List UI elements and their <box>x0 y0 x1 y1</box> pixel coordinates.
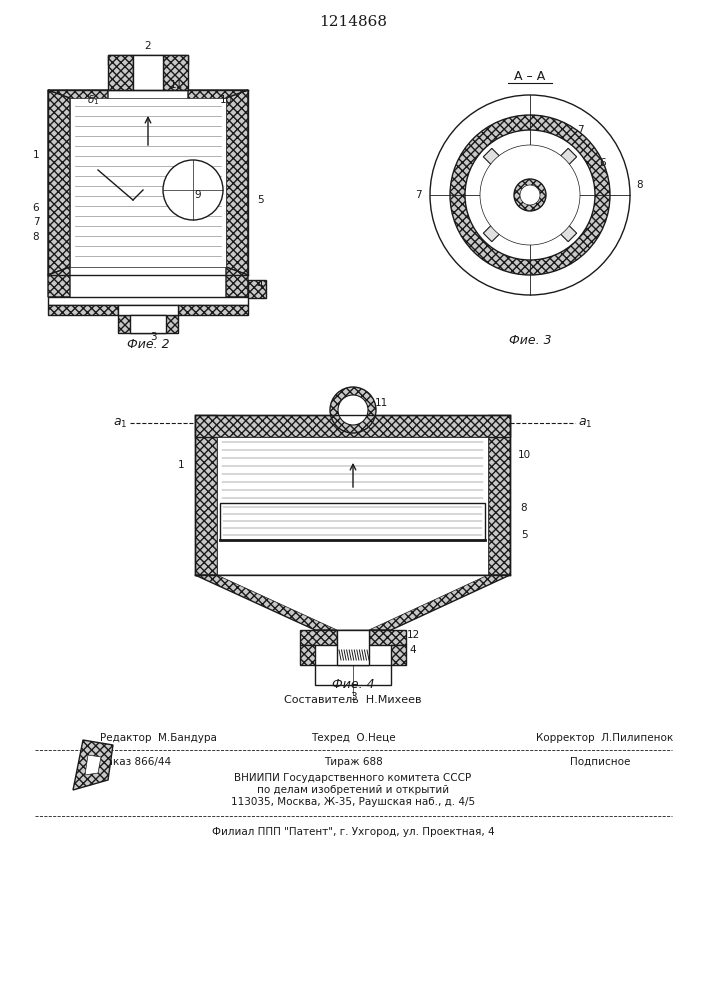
Circle shape <box>338 395 368 425</box>
Text: 6: 6 <box>33 203 40 213</box>
Polygon shape <box>220 503 485 540</box>
Text: $a_1$: $a_1$ <box>578 416 592 430</box>
Circle shape <box>514 179 546 211</box>
Polygon shape <box>195 415 510 437</box>
Polygon shape <box>48 297 248 305</box>
Text: 5: 5 <box>257 195 263 205</box>
Text: 10: 10 <box>219 95 233 105</box>
Text: 7: 7 <box>577 125 583 135</box>
Text: 3: 3 <box>150 332 156 342</box>
Polygon shape <box>217 437 488 575</box>
Text: 4: 4 <box>257 280 263 290</box>
Polygon shape <box>118 315 178 333</box>
Polygon shape <box>195 415 217 575</box>
Polygon shape <box>226 267 248 297</box>
Polygon shape <box>537 148 577 188</box>
Polygon shape <box>85 755 101 775</box>
Polygon shape <box>484 148 523 188</box>
Polygon shape <box>133 55 163 90</box>
Text: Фие. 4: Фие. 4 <box>332 678 374 692</box>
Circle shape <box>163 160 223 220</box>
Text: А – А: А – А <box>515 70 546 84</box>
Polygon shape <box>108 55 133 90</box>
Text: 8: 8 <box>637 180 643 190</box>
Text: 3: 3 <box>350 692 356 702</box>
Text: 7: 7 <box>415 190 421 200</box>
Polygon shape <box>300 645 315 665</box>
Text: 8: 8 <box>520 503 527 513</box>
Polygon shape <box>188 90 248 112</box>
Text: 113035, Москва, Ж-35, Раушская наб., д. 4/5: 113035, Москва, Ж-35, Раушская наб., д. … <box>231 797 475 807</box>
Polygon shape <box>315 665 391 685</box>
Text: ВНИИПИ Государственного комитета СССР: ВНИИПИ Государственного комитета СССР <box>235 773 472 783</box>
Polygon shape <box>70 98 226 267</box>
Text: Тираж 688: Тираж 688 <box>324 757 382 767</box>
Polygon shape <box>48 305 118 315</box>
Text: 11: 11 <box>375 398 387 408</box>
Text: 5: 5 <box>520 530 527 540</box>
Circle shape <box>430 95 630 295</box>
Polygon shape <box>48 90 108 112</box>
Text: 8: 8 <box>33 232 40 242</box>
Circle shape <box>465 130 595 260</box>
Text: Фие. 2: Фие. 2 <box>127 338 169 352</box>
Polygon shape <box>226 90 248 275</box>
Text: 6: 6 <box>600 157 607 167</box>
Text: Редактор  М.Бандура: Редактор М.Бандура <box>100 733 217 743</box>
Text: Подписное: Подписное <box>570 757 631 767</box>
Text: Техред  О.Неце: Техред О.Неце <box>310 733 395 743</box>
Text: 1: 1 <box>33 150 40 160</box>
Text: 1214868: 1214868 <box>319 15 387 29</box>
Circle shape <box>520 185 540 205</box>
Text: по делам изобретений и открытий: по делам изобретений и открытий <box>257 785 449 795</box>
Text: Филиал ППП "Патент", г. Ухгород, ул. Проектная, 4: Филиал ППП "Патент", г. Ухгород, ул. Про… <box>211 827 494 837</box>
Polygon shape <box>130 315 166 333</box>
Text: Корректор  Л.Пилипенок: Корректор Л.Пилипенок <box>537 733 674 743</box>
Polygon shape <box>248 280 266 298</box>
Polygon shape <box>337 630 369 665</box>
Polygon shape <box>178 305 248 315</box>
Polygon shape <box>537 202 577 242</box>
Text: 9: 9 <box>194 190 201 200</box>
Text: Заказ 866/44: Заказ 866/44 <box>100 757 171 767</box>
Polygon shape <box>488 415 510 575</box>
Polygon shape <box>300 630 337 645</box>
Circle shape <box>330 387 376 433</box>
Polygon shape <box>369 630 406 645</box>
Text: 12: 12 <box>407 630 420 640</box>
Polygon shape <box>48 90 70 275</box>
Polygon shape <box>48 267 70 297</box>
Polygon shape <box>195 575 510 630</box>
Text: $\delta_1$: $\delta_1$ <box>87 93 99 107</box>
Circle shape <box>450 115 610 275</box>
Polygon shape <box>108 55 188 65</box>
Text: 10: 10 <box>518 450 530 460</box>
Polygon shape <box>118 305 178 315</box>
Text: $a_1$: $a_1$ <box>113 416 127 430</box>
Text: 7: 7 <box>554 157 560 167</box>
Polygon shape <box>73 740 113 790</box>
Circle shape <box>480 145 580 245</box>
Text: Составитель  Н.Михеев: Составитель Н.Михеев <box>284 695 422 705</box>
Polygon shape <box>484 202 523 242</box>
Text: 11: 11 <box>170 80 182 90</box>
Polygon shape <box>217 575 488 630</box>
Text: 7: 7 <box>33 217 40 227</box>
Polygon shape <box>391 645 406 665</box>
Text: Фие. 3: Фие. 3 <box>509 334 551 347</box>
Text: 4: 4 <box>409 645 416 655</box>
Polygon shape <box>163 55 188 90</box>
Text: 2: 2 <box>145 41 151 51</box>
Text: 1: 1 <box>177 460 185 470</box>
